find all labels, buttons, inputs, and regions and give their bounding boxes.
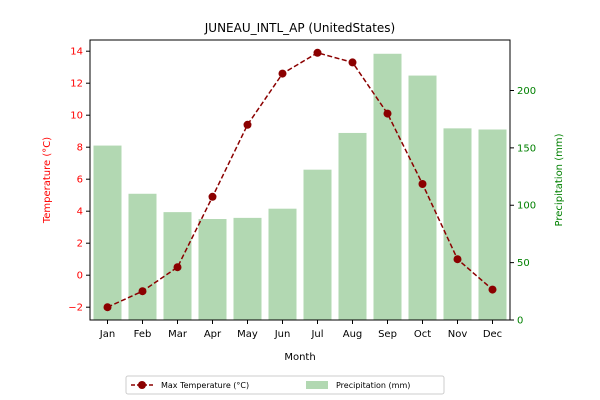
x-tick-label-nov: Nov (448, 329, 468, 340)
y-left-tick-label--2: −2 (68, 303, 83, 314)
x-axis: Jan Feb Mar Apr May Jun Jul Aug Sep Oct Nov Dec (99, 320, 502, 340)
line-layer (103, 48, 497, 312)
legend: Max Temperature (°C) Precipitation (mm) (125, 375, 445, 395)
y-left-tick-label-8: 8 (77, 143, 83, 154)
x-tick-label-apr: Apr (204, 329, 222, 340)
legend-frame (125, 375, 445, 395)
x-tick-label-jun: Jun (274, 329, 291, 340)
y-left-tick-label-12: 12 (70, 79, 83, 90)
y-right-tick-label-150: 150 (517, 143, 536, 154)
temperature-point-oct (418, 180, 427, 188)
x-tick-label-feb: Feb (134, 329, 152, 340)
temperature-point-sep (383, 109, 392, 118)
temperature-point-jan (103, 303, 112, 312)
x-tick-label-oct: Oct (414, 329, 431, 340)
y-left-tick-label-14: 14 (70, 47, 83, 58)
precip-bar-oct (408, 75, 437, 320)
chart-title: JUNEAU_INTL_AP (UnitedStates) (204, 21, 395, 35)
x-tick-label-jul: Jul (310, 329, 323, 340)
y-right-tick-label-200: 200 (517, 86, 536, 97)
x-tick-label-jan: Jan (99, 329, 115, 340)
precip-bar-jan (93, 145, 122, 320)
temperature-point-dec (488, 285, 497, 294)
y-left-tick-label-4: 4 (77, 207, 83, 218)
legend-line-marker (138, 381, 146, 389)
y-left-tick-label-0: 0 (77, 271, 83, 282)
y-left-tick-label-6: 6 (77, 175, 83, 186)
y-left-axis: −2 0 2 4 6 8 10 12 14 (68, 47, 90, 314)
y-right-axis: 0 50 100 150 200 (510, 86, 536, 327)
legend-bar-swatch (306, 381, 328, 389)
legend-label-precipitation: Precipitation (mm) (336, 381, 410, 390)
precip-bar-nov (443, 128, 472, 320)
x-tick-label-mar: Mar (168, 329, 188, 340)
precip-bar-jun (268, 208, 297, 320)
plot-frame (89, 39, 511, 321)
y-left-tick-label-2: 2 (77, 239, 83, 250)
temperature-point-jul (313, 48, 322, 57)
temperature-point-aug (348, 58, 357, 67)
temperature-point-mar (173, 263, 182, 272)
temperature-point-apr (208, 192, 217, 201)
x-tick-label-may: May (237, 329, 258, 340)
precip-bar-apr (198, 219, 227, 320)
y-left-axis-label: Temperature (°C) (42, 137, 53, 224)
legend-label-temperature: Max Temperature (°C) (161, 381, 249, 390)
precip-bar-jul (303, 169, 332, 320)
precip-bar-aug (338, 132, 367, 320)
x-tick-label-dec: Dec (483, 329, 502, 340)
y-right-tick-label-0: 0 (517, 316, 523, 327)
temperature-line (107, 51, 493, 308)
bars-layer (93, 53, 507, 321)
precip-bar-feb (128, 193, 157, 320)
y-right-axis-label: Precipitation (mm) (554, 133, 565, 226)
x-tick-label-aug: Aug (343, 329, 363, 340)
y-left-tick-label-10: 10 (70, 111, 83, 122)
precip-bar-sep (373, 53, 402, 321)
x-axis-label: Month (284, 352, 315, 363)
temperature-point-nov (453, 255, 462, 264)
temperature-point-may (243, 120, 252, 129)
x-tick-label-sep: Sep (378, 329, 397, 340)
temperature-point-jun (278, 69, 287, 78)
y-right-tick-label-100: 100 (517, 201, 536, 212)
y-right-tick-label-50: 50 (517, 258, 530, 269)
temperature-point-feb (138, 287, 147, 296)
precip-bar-may (233, 217, 262, 320)
